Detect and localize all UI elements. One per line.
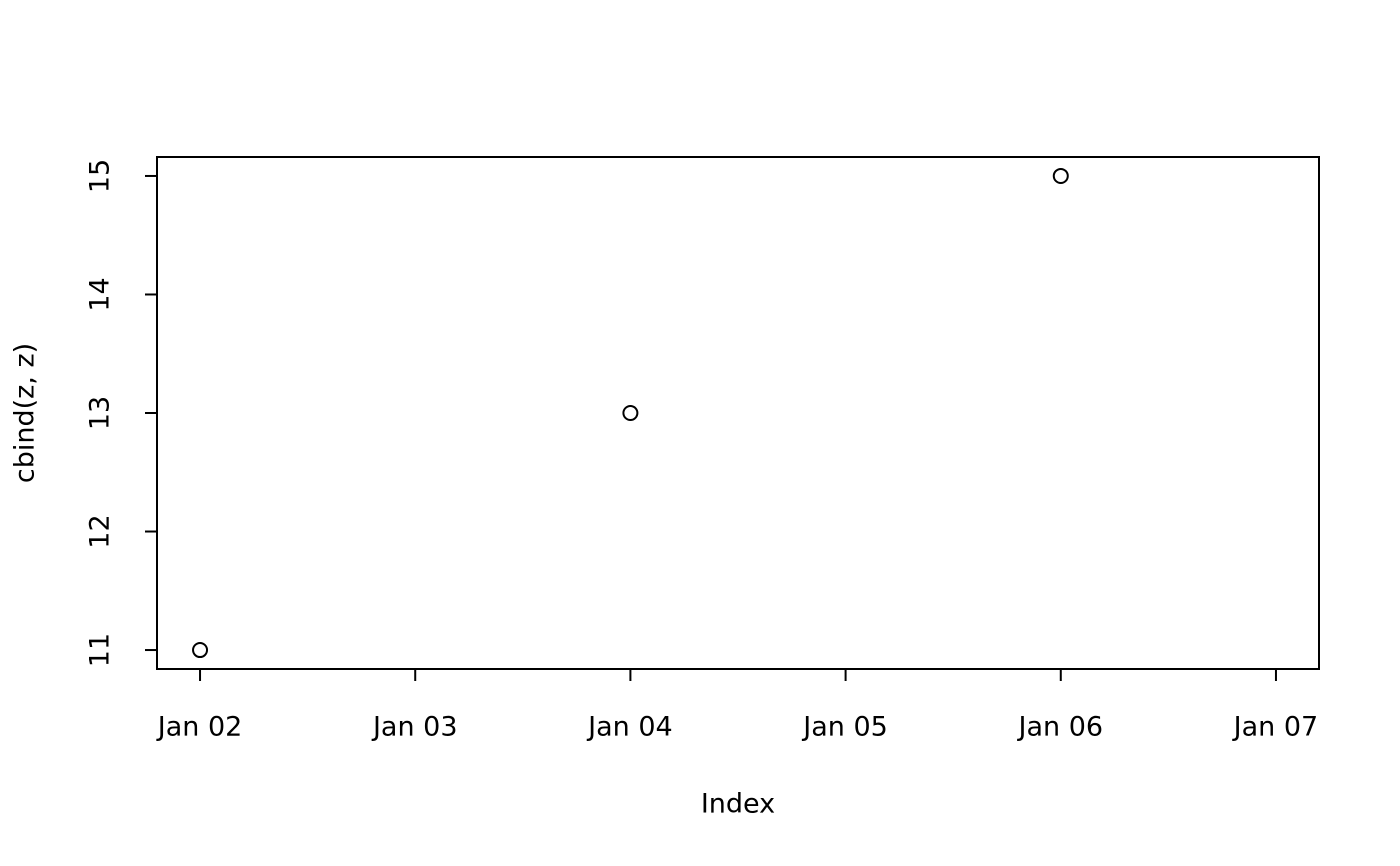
x-tick-label: Jan 02 — [156, 712, 243, 743]
x-tick-label: Jan 07 — [1232, 712, 1319, 743]
point — [622, 405, 639, 421]
x-tick-label: Jan 05 — [801, 712, 888, 743]
y-tick-label: 12 — [85, 514, 116, 548]
y-tick-label: 14 — [85, 277, 116, 311]
plot-frame — [156, 156, 1320, 670]
x-axis-label: Index — [701, 789, 775, 820]
point — [1052, 167, 1069, 184]
x-tick-label: Jan 06 — [1016, 712, 1103, 743]
point — [192, 642, 209, 659]
y-tick-label: 15 — [85, 159, 116, 193]
y-tick-label: 13 — [85, 396, 116, 430]
x-tick-label: Jan 03 — [371, 712, 458, 743]
y-tick-label: 11 — [85, 633, 116, 667]
y-axis-label: cbind(z, z) — [10, 343, 41, 483]
x-tick-label: Jan 04 — [586, 712, 673, 743]
